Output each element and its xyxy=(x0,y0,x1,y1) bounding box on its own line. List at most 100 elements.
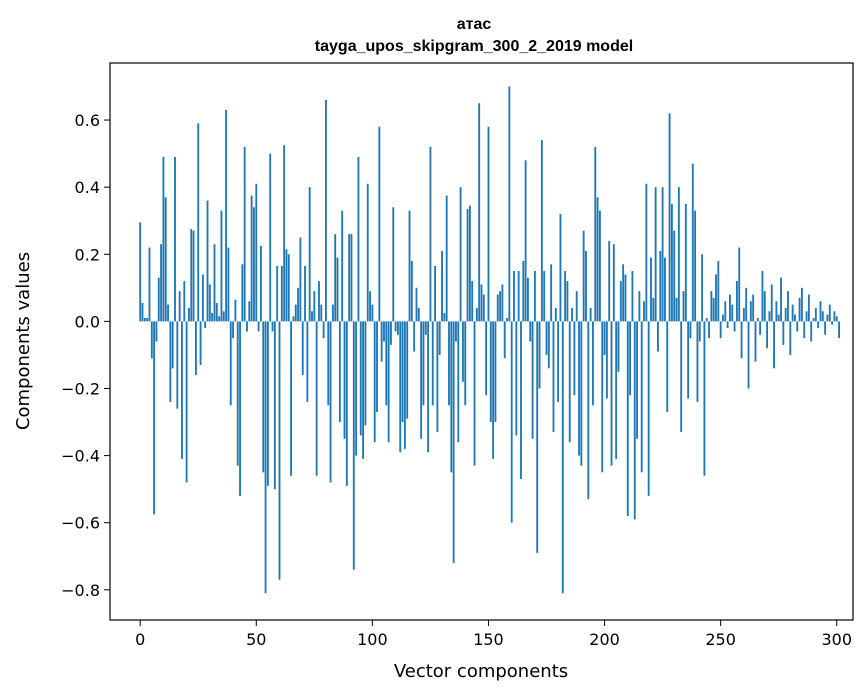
bar-28 xyxy=(204,321,207,329)
bar-66 xyxy=(292,316,295,322)
bar-195 xyxy=(592,321,594,406)
bar-149 xyxy=(485,321,488,396)
bar-5 xyxy=(150,321,153,359)
bar-146 xyxy=(478,103,481,322)
bar-153 xyxy=(494,321,497,423)
bar-201 xyxy=(605,321,608,399)
bar-214 xyxy=(636,321,638,439)
bar-293 xyxy=(819,301,822,322)
bar-93 xyxy=(355,321,358,456)
bar-34 xyxy=(218,316,221,322)
bar-221 xyxy=(652,297,655,322)
bar-279 xyxy=(787,291,789,322)
bar-33 xyxy=(215,302,218,322)
bar-165 xyxy=(522,260,525,322)
bar-270 xyxy=(766,321,769,349)
bar-116 xyxy=(408,210,411,322)
bar-62 xyxy=(283,145,286,322)
bar-90 xyxy=(348,234,351,322)
bar-74 xyxy=(311,311,313,322)
chart-title: атас xyxy=(457,16,492,33)
bar-164 xyxy=(520,321,522,480)
bar-242 xyxy=(701,254,704,322)
bar-197 xyxy=(596,197,599,322)
x-axis-label: Vector components xyxy=(394,661,568,682)
bar-67 xyxy=(294,304,297,322)
bar-37 xyxy=(225,109,228,322)
bar-246 xyxy=(710,291,713,322)
bar-6 xyxy=(153,321,156,515)
bar-291 xyxy=(814,307,817,322)
bar-243 xyxy=(703,321,706,476)
bar-292 xyxy=(817,321,820,329)
bar-86 xyxy=(338,321,341,423)
bar-180 xyxy=(557,321,560,402)
bar-3 xyxy=(146,318,149,322)
bar-26 xyxy=(199,321,202,365)
bar-222 xyxy=(654,187,657,322)
bar-288 xyxy=(807,294,810,322)
bar-124 xyxy=(427,321,430,453)
bar-271 xyxy=(768,311,771,322)
y-tick-label: 0.6 xyxy=(75,111,100,130)
bar-186 xyxy=(571,307,573,322)
bar-127 xyxy=(434,266,436,322)
bar-174 xyxy=(543,271,546,322)
bar-19 xyxy=(183,281,186,322)
bar-100 xyxy=(371,304,374,322)
bar-14 xyxy=(171,321,174,369)
bar-250 xyxy=(719,321,722,339)
bar-138 xyxy=(459,187,462,322)
bar-12 xyxy=(167,304,169,322)
bar-137 xyxy=(457,321,460,443)
bar-117 xyxy=(410,260,413,322)
bar-191 xyxy=(582,230,585,322)
bar-223 xyxy=(657,321,659,352)
bar-123 xyxy=(424,321,427,335)
bar-218 xyxy=(645,183,648,322)
bar-278 xyxy=(784,307,787,322)
bar-170 xyxy=(533,271,536,322)
bar-209 xyxy=(624,274,627,322)
bar-15 xyxy=(174,156,176,322)
bar-87 xyxy=(341,210,344,322)
bar-239 xyxy=(694,210,697,322)
bar-25 xyxy=(197,123,200,322)
bar-187 xyxy=(573,321,576,396)
bar-54 xyxy=(264,321,267,594)
bar-294 xyxy=(821,311,824,322)
bar-78 xyxy=(320,304,323,322)
bar-102 xyxy=(376,321,378,412)
bar-55 xyxy=(266,321,269,486)
bar-1 xyxy=(141,302,144,322)
plot-frame xyxy=(109,62,854,621)
bar-232 xyxy=(677,187,680,322)
bar-39 xyxy=(229,321,232,406)
bar-22 xyxy=(190,229,193,322)
bar-200 xyxy=(603,321,606,355)
bar-111 xyxy=(396,321,399,335)
bar-35 xyxy=(220,210,223,322)
bar-175 xyxy=(545,321,548,355)
bar-4 xyxy=(148,247,151,322)
bar-247 xyxy=(712,297,715,322)
bar-219 xyxy=(647,321,650,496)
bar-227 xyxy=(666,321,669,412)
bar-150 xyxy=(487,126,490,322)
bar-135 xyxy=(452,321,455,563)
bar-136 xyxy=(455,321,457,342)
bar-198 xyxy=(598,210,601,322)
bar-131 xyxy=(443,312,446,322)
y-tick-label: −0.2 xyxy=(61,379,100,398)
bar-208 xyxy=(622,264,625,322)
bar-10 xyxy=(162,156,165,322)
bar-299 xyxy=(833,311,836,322)
bar-148 xyxy=(482,294,485,322)
bar-273 xyxy=(773,321,775,369)
bar-81 xyxy=(327,321,330,406)
bar-30 xyxy=(208,284,211,322)
bar-144 xyxy=(473,321,476,466)
bar-173 xyxy=(540,140,543,322)
bar-258 xyxy=(738,247,741,322)
bar-240 xyxy=(696,321,699,402)
